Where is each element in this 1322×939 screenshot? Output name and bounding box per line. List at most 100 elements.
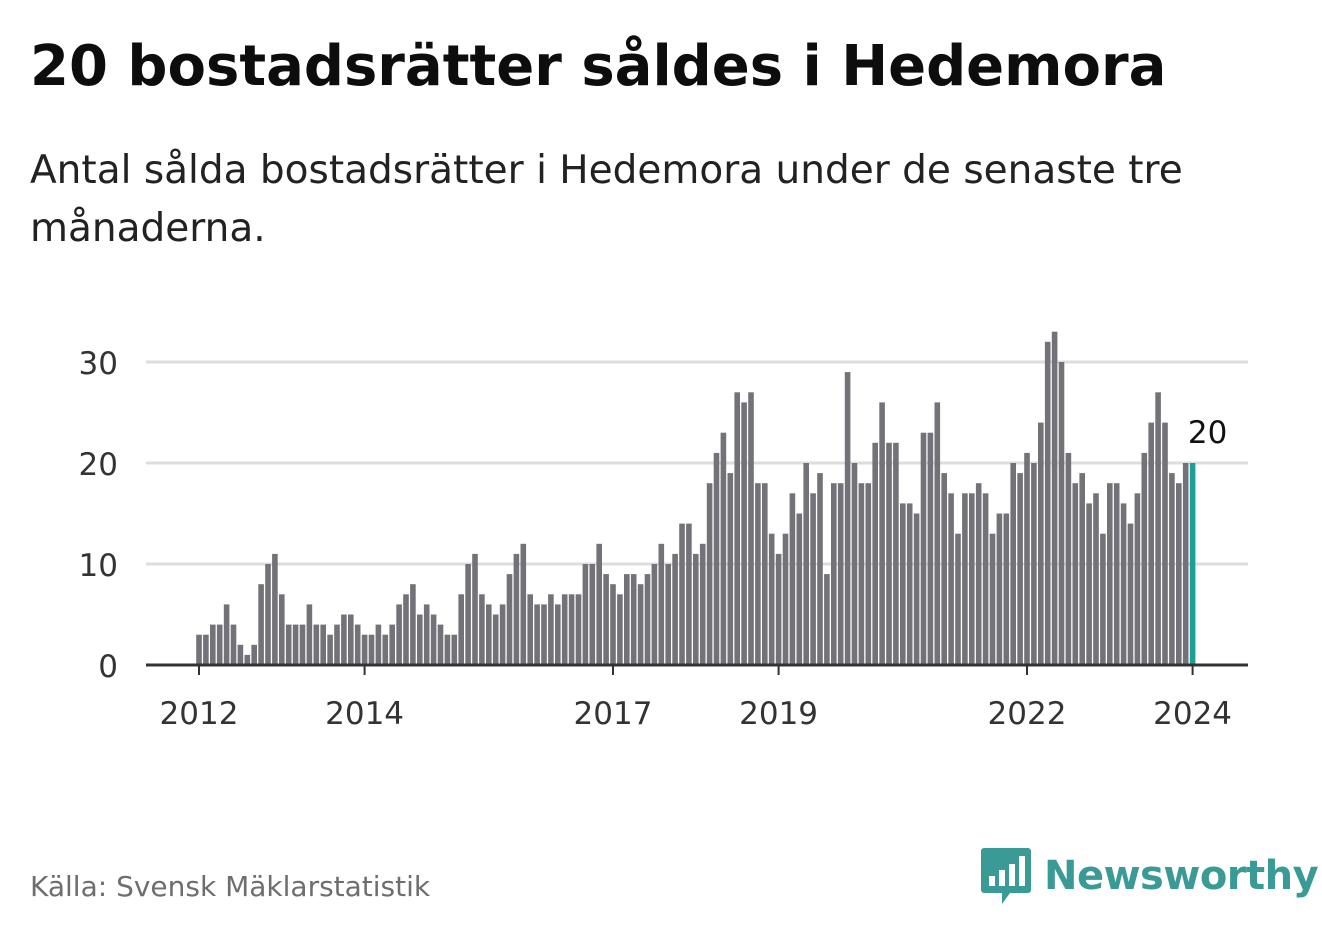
bar: [851, 463, 858, 665]
bar: [299, 624, 306, 665]
bar: [886, 442, 892, 665]
bar: [644, 574, 651, 665]
x-tick-label: 2024: [1153, 696, 1232, 732]
bar: [479, 594, 485, 665]
bar: [796, 513, 803, 665]
bar: [686, 523, 692, 665]
bar: [548, 594, 554, 665]
bar: [1031, 463, 1037, 665]
bar: [906, 503, 913, 665]
bar: [520, 543, 527, 665]
bar: [617, 594, 623, 665]
bar: [423, 604, 430, 665]
bar: [196, 634, 202, 665]
bar: [1079, 473, 1085, 665]
bar: [541, 604, 547, 665]
bar: [665, 564, 671, 665]
bar: [279, 594, 285, 665]
bar: [492, 614, 499, 665]
bar: [272, 553, 278, 665]
brand: Newsworthy: [980, 846, 1319, 906]
bar: [1120, 503, 1127, 665]
bar: [948, 493, 954, 665]
bar: [568, 594, 575, 665]
bar: [499, 604, 506, 665]
bar: [1134, 493, 1141, 665]
bar: [1148, 422, 1154, 665]
bar: [216, 624, 223, 665]
bar: [258, 584, 264, 665]
bar: [1127, 523, 1134, 665]
newsworthy-logo-icon: [981, 848, 1031, 904]
bar: [1107, 483, 1113, 665]
bar: [1072, 483, 1079, 665]
bar: [1113, 483, 1120, 665]
source-note: Källa: Svensk Mäklarstatistik: [30, 870, 431, 903]
bar: [720, 432, 727, 665]
bar: [762, 483, 768, 665]
bar: [444, 634, 451, 665]
bar: [361, 634, 368, 665]
bar: [996, 513, 1003, 665]
bar: [706, 483, 713, 665]
bar: [382, 634, 389, 665]
bar: [844, 372, 851, 665]
bar: [486, 604, 492, 665]
bar: [1169, 473, 1175, 665]
bar: [955, 533, 961, 665]
bar: [210, 624, 216, 665]
bar: [244, 654, 251, 665]
bar: [672, 553, 678, 665]
bar: [1162, 422, 1168, 665]
bar: [313, 624, 320, 665]
bar: [989, 533, 996, 665]
bar: [534, 604, 540, 665]
bar: [679, 523, 685, 665]
bar: [603, 574, 609, 665]
bar: [699, 543, 706, 665]
bar: [900, 503, 906, 665]
bar: [1058, 362, 1065, 665]
bar: [893, 442, 899, 665]
x-tick-label: 2012: [160, 696, 239, 732]
bar: [741, 402, 747, 665]
bar: [265, 564, 271, 665]
bar: [1051, 331, 1058, 665]
bar: [734, 392, 740, 665]
bar: [727, 473, 734, 665]
bar: [368, 634, 375, 665]
chart-subtitle: Antal sålda bostadsrätter i Hedemora und…: [30, 148, 1183, 251]
bar: [803, 463, 809, 665]
bar: [872, 442, 878, 665]
bar: [396, 604, 402, 665]
bar: [527, 594, 533, 665]
bar: [203, 634, 209, 665]
bar: [858, 483, 865, 665]
bar: [1017, 473, 1023, 665]
bar: [1065, 452, 1072, 665]
bar: [865, 483, 872, 665]
bar: [223, 604, 230, 665]
data-label-last: 20: [1188, 415, 1227, 451]
bar: [437, 624, 444, 665]
brand-name: Newsworthy: [1044, 853, 1319, 899]
bar: [403, 594, 409, 665]
bar: [513, 553, 520, 665]
bar: [582, 564, 589, 665]
bar: [962, 493, 968, 665]
bar: [913, 513, 920, 665]
bar: [389, 624, 395, 665]
bar: [810, 493, 816, 665]
bar: [292, 624, 299, 665]
bar: [658, 543, 665, 665]
bar: [237, 644, 244, 665]
y-tick-label: 10: [79, 548, 118, 584]
bar: [320, 624, 326, 665]
bar: [561, 594, 568, 665]
bar: [1100, 533, 1106, 665]
bar: [251, 644, 257, 665]
bar: [1176, 483, 1182, 665]
bar: [1024, 452, 1030, 665]
bar: [375, 624, 382, 665]
bar: [768, 533, 775, 665]
